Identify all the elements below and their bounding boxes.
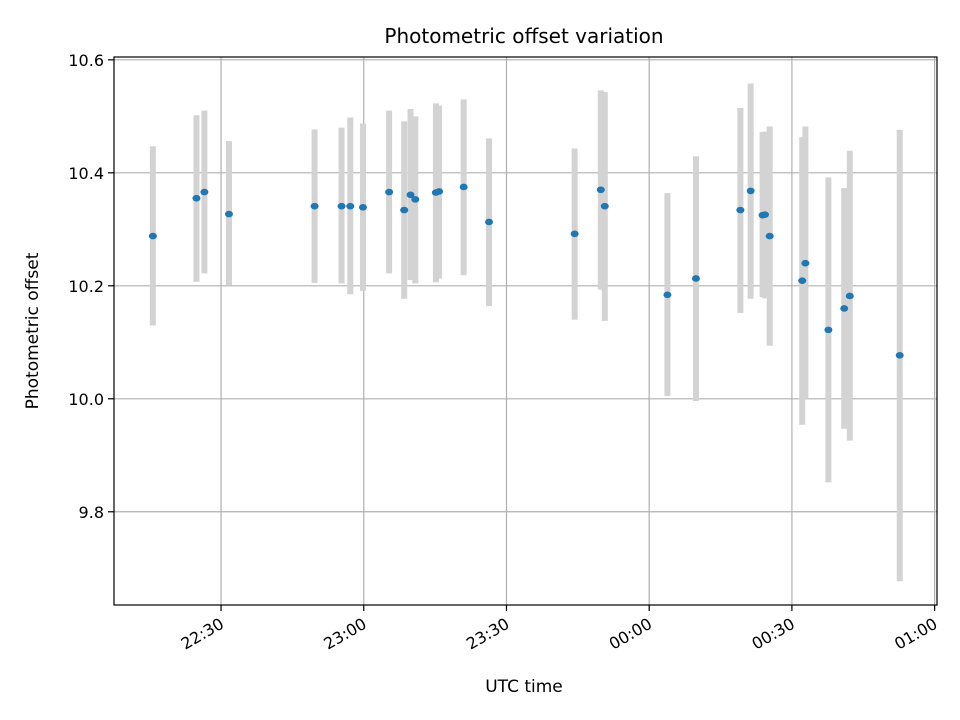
data-point bbox=[435, 188, 444, 195]
data-point bbox=[798, 277, 807, 285]
data-point bbox=[663, 291, 672, 299]
data-point bbox=[765, 232, 774, 240]
chart-title: Photometric offset variation bbox=[384, 24, 663, 48]
data-point bbox=[200, 188, 209, 196]
plot-frame bbox=[113, 56, 938, 606]
data-point bbox=[746, 187, 755, 195]
y-tick-label: 10.6 bbox=[68, 51, 104, 70]
data-point bbox=[385, 188, 394, 196]
x-axis-label: UTC time bbox=[485, 677, 563, 697]
data-point bbox=[760, 211, 769, 218]
y-tick-label: 9.8 bbox=[79, 503, 104, 522]
y-tick-label: 10.2 bbox=[68, 277, 104, 296]
y-tick-label: 10.0 bbox=[68, 390, 104, 409]
data-point bbox=[192, 194, 201, 202]
data-point bbox=[600, 202, 609, 210]
data-point bbox=[310, 202, 319, 210]
data-point bbox=[459, 183, 468, 191]
y-tick-label: 10.4 bbox=[68, 164, 104, 183]
data-point bbox=[824, 326, 833, 334]
data-point bbox=[400, 206, 409, 214]
data-point bbox=[801, 259, 810, 267]
data-point bbox=[895, 351, 904, 359]
data-point bbox=[691, 275, 700, 282]
data-point bbox=[148, 232, 157, 240]
data-point bbox=[736, 206, 745, 214]
data-point bbox=[596, 186, 605, 194]
marker-layer bbox=[148, 183, 904, 359]
data-point bbox=[224, 210, 233, 218]
data-point bbox=[337, 202, 346, 210]
data-point bbox=[840, 305, 849, 312]
data-point bbox=[358, 203, 367, 211]
y-axis-label: Photometric offset bbox=[23, 252, 43, 409]
data-point bbox=[411, 196, 420, 203]
data-point bbox=[346, 202, 355, 210]
data-point bbox=[485, 218, 494, 226]
data-point bbox=[570, 230, 579, 238]
data-point bbox=[406, 191, 415, 199]
data-point bbox=[845, 292, 854, 300]
